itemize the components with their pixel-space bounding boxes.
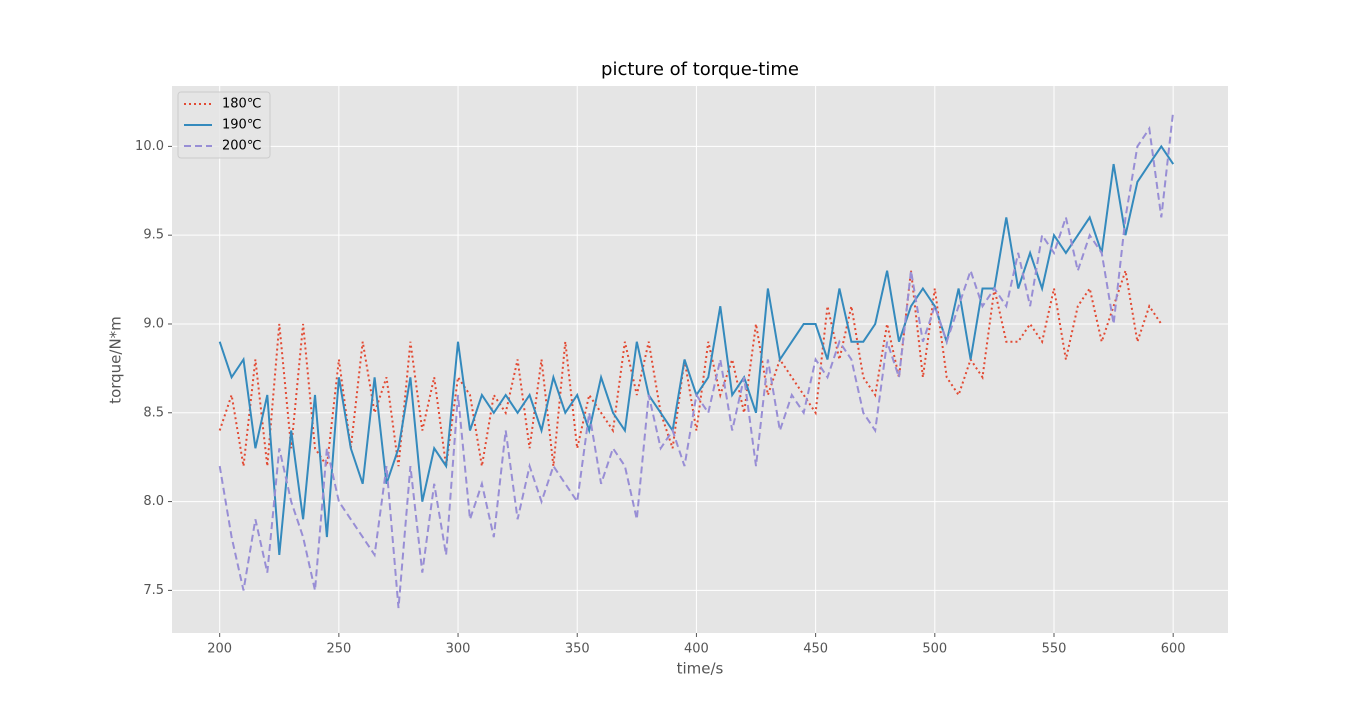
series-line — [218, 110, 1175, 609]
legend: 180℃ 190℃ 200℃ — [177, 91, 271, 159]
x-tick-label: 550 — [1042, 642, 1067, 657]
lines — [218, 110, 1175, 609]
x-tick-label: 400 — [684, 642, 709, 657]
plot-area — [172, 86, 1228, 633]
x-tick-label: 500 — [922, 642, 947, 657]
x-tick-label: 350 — [565, 642, 590, 657]
x-tick-label: 450 — [803, 642, 828, 657]
x-axis-label: time/s — [677, 660, 724, 678]
x-tick-label: 250 — [326, 642, 351, 657]
chart-title: picture of torque-time — [601, 59, 799, 80]
y-tick-label: 10.0 — [135, 139, 164, 154]
grid — [172, 86, 1228, 633]
legend-box — [177, 91, 271, 159]
y-tick-label: 8.5 — [143, 405, 164, 420]
y-axis-label: torque/N*m — [107, 316, 125, 404]
x-tick-label: 600 — [1161, 642, 1186, 657]
y-tick-label: 8.0 — [143, 494, 164, 509]
legend-label: 180℃ — [222, 97, 261, 112]
x-tick-label: 200 — [207, 642, 232, 657]
series-line — [218, 270, 1163, 469]
legend-label: 200℃ — [222, 139, 261, 154]
y-tick-label: 7.5 — [143, 583, 164, 598]
y-tick-label: 9.5 — [143, 228, 164, 243]
legend-label: 190℃ — [222, 118, 261, 133]
y-tick-label: 9.0 — [143, 316, 164, 331]
x-tick-label: 300 — [446, 642, 471, 657]
ticks: 200 250 300 350 400 450 500 550 600 7.5 8.0 8.5 9.0 9… — [135, 139, 1186, 657]
